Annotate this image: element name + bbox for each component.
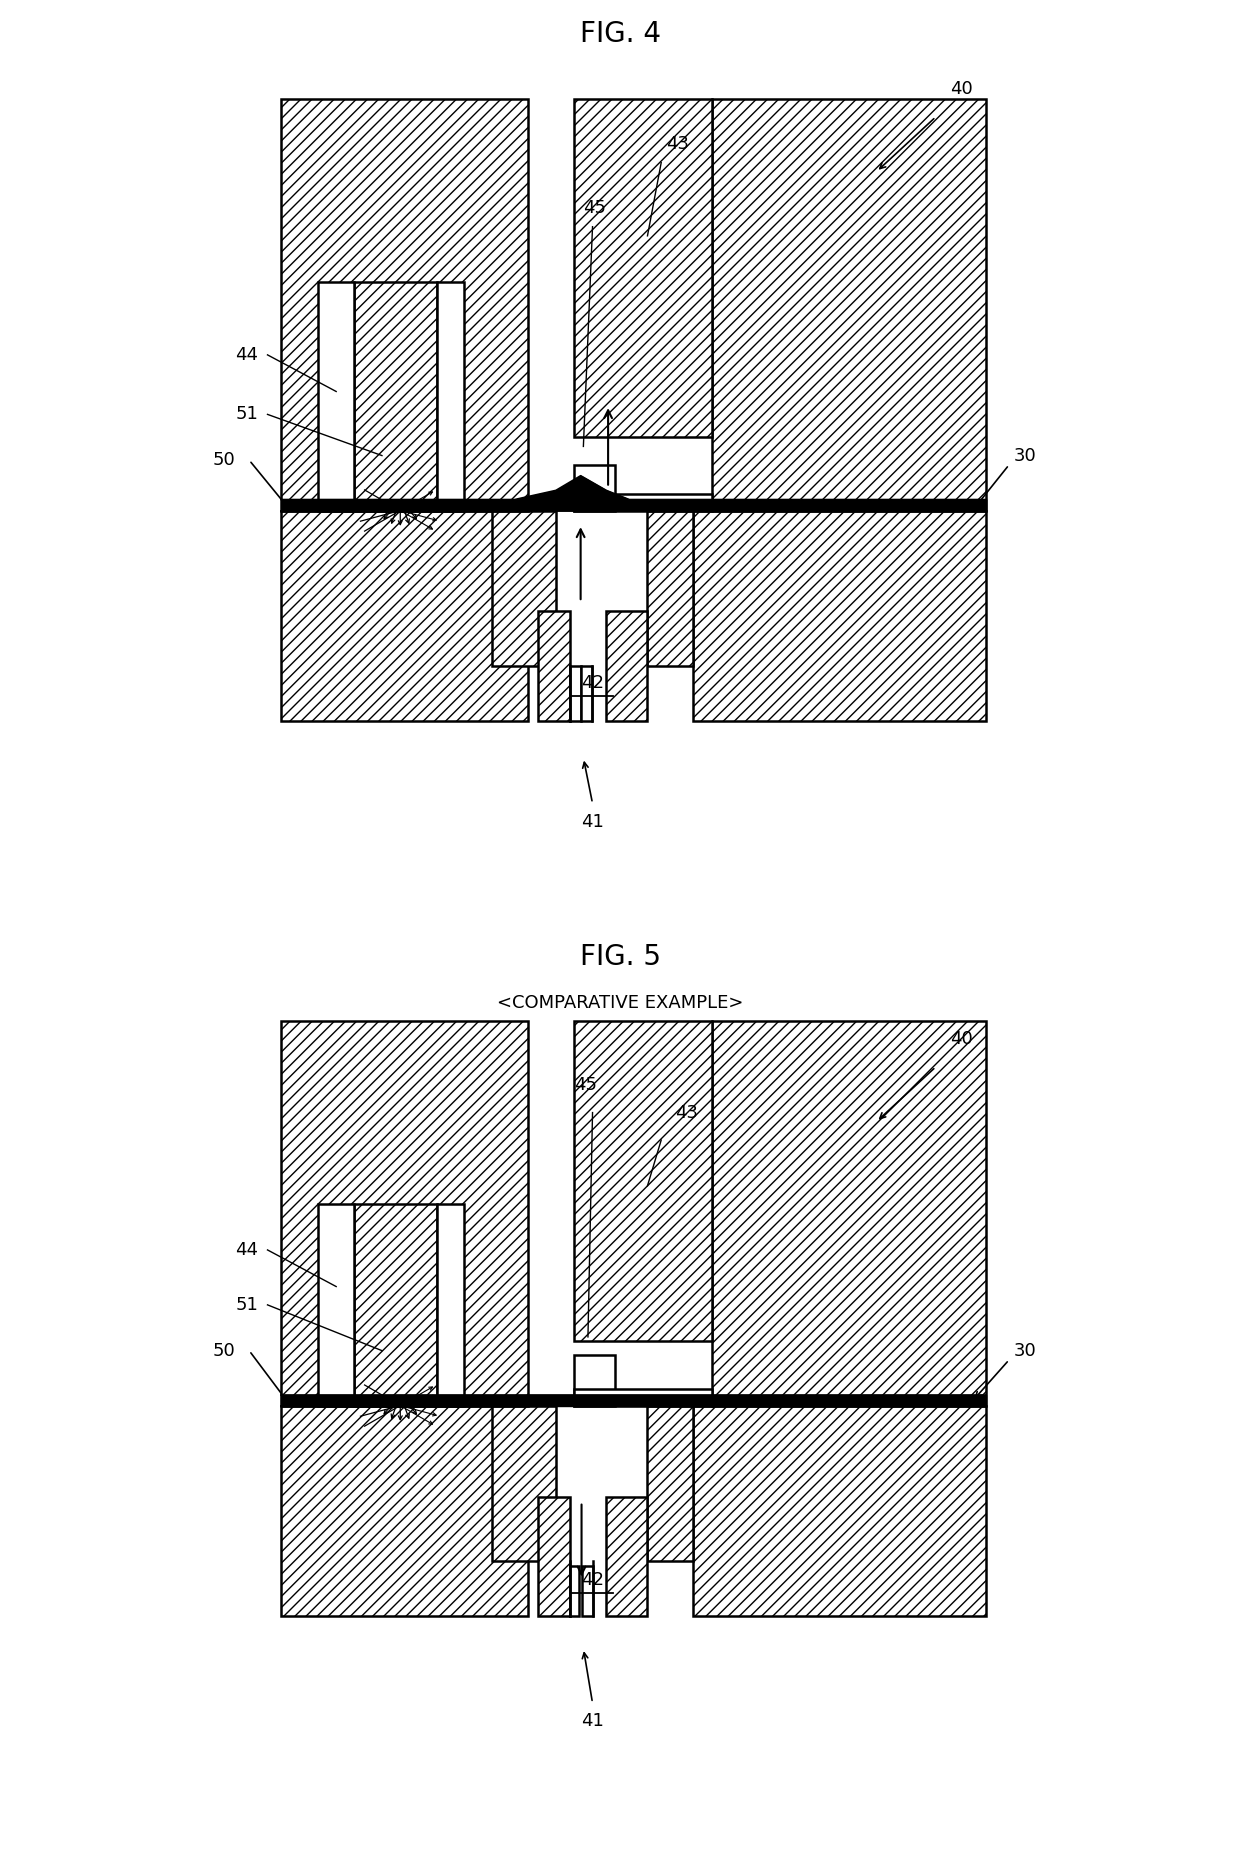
Bar bbox=[606, 611, 647, 720]
Bar bbox=[647, 1406, 693, 1561]
Text: 50: 50 bbox=[213, 452, 236, 469]
Bar bbox=[693, 1406, 986, 1617]
Bar bbox=[317, 282, 355, 511]
Bar bbox=[712, 1020, 986, 1406]
Text: FIG. 4: FIG. 4 bbox=[579, 20, 661, 48]
Bar bbox=[281, 1020, 528, 1406]
Bar bbox=[693, 511, 986, 720]
Text: 43: 43 bbox=[675, 1104, 698, 1122]
Text: 30: 30 bbox=[1014, 446, 1037, 465]
Bar bbox=[492, 1406, 556, 1561]
Text: 30: 30 bbox=[1014, 1341, 1037, 1359]
Bar bbox=[574, 1356, 615, 1406]
Bar bbox=[574, 1389, 712, 1406]
Text: <COMPARATIVE EXAMPLE>: <COMPARATIVE EXAMPLE> bbox=[497, 995, 743, 1011]
Text: 41: 41 bbox=[582, 1713, 604, 1730]
Bar bbox=[569, 667, 580, 720]
Bar bbox=[281, 98, 528, 511]
Bar bbox=[355, 282, 436, 511]
Bar bbox=[574, 465, 615, 511]
Bar bbox=[436, 282, 464, 511]
Bar bbox=[582, 1565, 594, 1617]
Bar bbox=[492, 511, 556, 667]
Bar bbox=[281, 511, 528, 720]
Text: 40: 40 bbox=[950, 80, 972, 98]
Text: 45: 45 bbox=[574, 1076, 598, 1095]
Bar bbox=[436, 1204, 464, 1406]
Bar bbox=[574, 1020, 712, 1341]
Bar bbox=[281, 1406, 528, 1617]
Text: 51: 51 bbox=[236, 406, 258, 424]
Text: 44: 44 bbox=[236, 1241, 258, 1259]
Text: 40: 40 bbox=[950, 1030, 972, 1048]
Bar bbox=[647, 511, 693, 667]
Text: 44: 44 bbox=[236, 346, 258, 363]
Text: 50: 50 bbox=[213, 1341, 236, 1359]
Bar bbox=[538, 1496, 569, 1617]
Bar bbox=[712, 98, 986, 511]
Text: 41: 41 bbox=[582, 813, 604, 832]
Bar bbox=[574, 98, 712, 437]
Text: 51: 51 bbox=[236, 1296, 258, 1313]
Bar bbox=[569, 1565, 579, 1617]
Bar bbox=[580, 667, 591, 720]
Bar bbox=[355, 1204, 436, 1406]
Text: 43: 43 bbox=[666, 135, 688, 154]
Text: FIG. 5: FIG. 5 bbox=[579, 943, 661, 970]
Text: 42: 42 bbox=[582, 674, 604, 691]
Bar bbox=[574, 494, 712, 511]
Bar bbox=[317, 1204, 355, 1406]
Bar bbox=[606, 1496, 647, 1617]
Text: 42: 42 bbox=[582, 1570, 604, 1589]
Text: 45: 45 bbox=[583, 200, 606, 217]
Bar bbox=[538, 611, 569, 720]
